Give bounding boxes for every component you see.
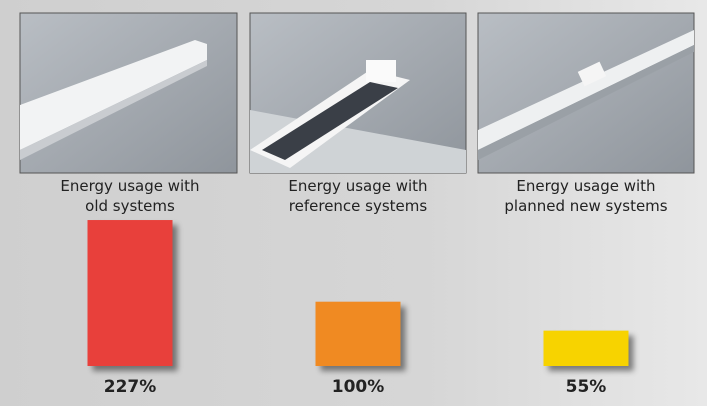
value-label: 55%	[566, 377, 607, 397]
photo	[477, 12, 695, 174]
category-label: Energy usage with reference systems	[288, 177, 427, 215]
bar	[543, 330, 629, 366]
bar	[87, 220, 173, 366]
photo	[249, 12, 467, 174]
category-label: Energy usage with planned new systems	[504, 177, 667, 215]
category-label: Energy usage with old systems	[60, 177, 199, 215]
value-label: 227%	[104, 377, 157, 397]
bar	[315, 301, 401, 366]
photo	[19, 12, 238, 174]
value-label: 100%	[332, 377, 385, 397]
